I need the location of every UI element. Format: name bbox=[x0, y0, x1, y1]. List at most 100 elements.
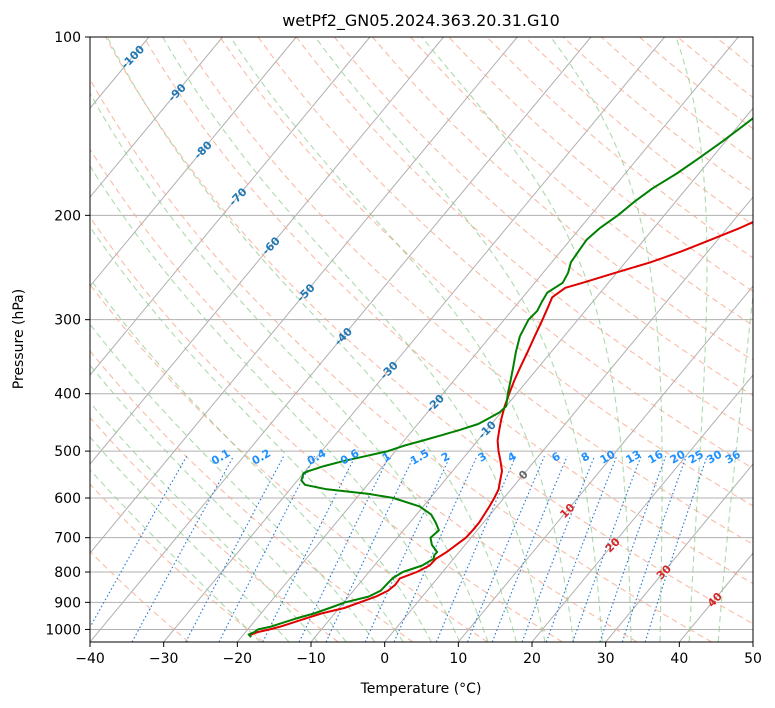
y-tick-label: 400 bbox=[54, 387, 81, 403]
dry-adiabat-line bbox=[90, 350, 414, 642]
mixing-ratio-line bbox=[298, 455, 390, 642]
dry-adiabat-line bbox=[486, 37, 753, 259]
isotherm-label: -80 bbox=[192, 138, 215, 161]
moist-adiabat-line bbox=[90, 92, 489, 642]
moist-adiabat-line bbox=[90, 277, 404, 642]
y-tick-label: 1000 bbox=[45, 622, 81, 638]
mixing-ratio-layer bbox=[90, 455, 708, 642]
mixing-ratio-line bbox=[466, 455, 545, 642]
plot-frame bbox=[89, 36, 754, 643]
isotherm-line bbox=[0, 37, 2, 642]
axis-layer: −40 −30 −20 −10 0 10 20 30 40 5010020030040050060… bbox=[45, 30, 762, 667]
moist-adiabat-line bbox=[230, 37, 575, 642]
isotherm-line bbox=[90, 37, 297, 287]
mixing-ratio-line bbox=[90, 455, 188, 629]
dry-adiabat-line bbox=[90, 216, 563, 642]
y-tick-label: 100 bbox=[54, 30, 81, 46]
mixing-ratio-line bbox=[364, 455, 451, 642]
moist-adiabat-line bbox=[675, 37, 708, 642]
x-axis-label: Temperature (°C) bbox=[360, 681, 482, 697]
y-tick-label: 500 bbox=[54, 444, 81, 460]
moist-adiabat-line bbox=[90, 225, 432, 642]
dry-adiabat-line bbox=[90, 148, 638, 642]
x-tick-label: 20 bbox=[523, 651, 541, 667]
mixing-ratio-label: 1 bbox=[380, 450, 393, 465]
isotherm-label: -30 bbox=[378, 359, 401, 382]
mixing-ratio-label: 6 bbox=[549, 449, 562, 464]
y-tick-label: 900 bbox=[54, 595, 81, 611]
isotherm-line bbox=[236, 37, 739, 642]
mixing-ratio-line bbox=[521, 455, 596, 642]
mixing-ratio-label: 0.6 bbox=[338, 446, 362, 467]
x-tick-label: −10 bbox=[296, 651, 326, 667]
mixing-ratio-label: 4 bbox=[505, 449, 518, 464]
dewpoint-profile-line bbox=[247, 117, 753, 638]
moist-adiabat-line bbox=[421, 37, 632, 642]
moist-adiabat-line bbox=[90, 165, 461, 642]
mixing-ratio-label: 0.4 bbox=[305, 447, 329, 468]
isotherm-line bbox=[163, 37, 665, 642]
mixing-ratio-line bbox=[644, 456, 708, 642]
isotherm-line bbox=[90, 37, 592, 642]
moist-adiabat-line bbox=[314, 37, 603, 642]
dry-adiabat-line bbox=[715, 37, 753, 68]
isotherm-label: -20 bbox=[424, 392, 447, 415]
dry-adiabat-line bbox=[754, 37, 775, 642]
mixing-ratio-line bbox=[393, 455, 478, 642]
moist-adiabat-line bbox=[106, 37, 518, 642]
chart-title: wetPf2_GN05.2024.363.20.31.G10 bbox=[282, 11, 560, 31]
moist-adiabat-line bbox=[717, 290, 753, 642]
dry-adiabat-line bbox=[90, 78, 712, 642]
grid-layer bbox=[0, 37, 753, 642]
series-layer bbox=[247, 117, 753, 638]
x-tick-label: −30 bbox=[149, 651, 179, 667]
y-tick-label: 700 bbox=[54, 531, 81, 547]
x-tick-label: 40 bbox=[670, 651, 688, 667]
moist-adiabat-line bbox=[90, 436, 290, 642]
mixing-ratio-label: 2 bbox=[439, 450, 452, 465]
moist-adiabat-line bbox=[90, 323, 376, 642]
mixing-ratio-line bbox=[435, 455, 517, 642]
mixing-ratio-line bbox=[491, 455, 568, 642]
dry-adiabat-line bbox=[90, 550, 190, 642]
mixing-ratio-line bbox=[545, 456, 618, 642]
mixing-ratio-label: 25 bbox=[686, 448, 706, 467]
mixing-ratio-label: 1.5 bbox=[408, 447, 431, 468]
dry-adiabat-line bbox=[562, 37, 753, 193]
x-tick-label: −40 bbox=[75, 651, 105, 667]
mixing-ratio-line bbox=[185, 455, 285, 642]
mixing-ratio-label: 30 bbox=[705, 448, 725, 467]
mixing-ratio-line bbox=[621, 456, 687, 642]
moist-adiabat-line bbox=[90, 401, 319, 642]
x-tick-label: 50 bbox=[744, 651, 762, 667]
mixing-ratio-label: 10 bbox=[598, 448, 618, 467]
dry-adiabat-line bbox=[600, 37, 753, 161]
mixing-ratio-label: 0.1 bbox=[209, 447, 232, 468]
isotherm-label: -60 bbox=[260, 234, 283, 257]
dry-adiabat-line bbox=[105, 37, 753, 625]
dry-adiabat-line bbox=[295, 37, 753, 433]
dry-adiabat-line bbox=[181, 37, 753, 545]
y-tick-label: 300 bbox=[54, 313, 81, 329]
dry-adiabat-line bbox=[372, 37, 753, 361]
isotherm-line bbox=[90, 37, 223, 198]
mixing-ratio-line bbox=[599, 456, 667, 642]
mixing-ratio-line bbox=[325, 455, 415, 642]
x-tick-label: 10 bbox=[449, 651, 467, 667]
isotherm-label: -90 bbox=[166, 81, 189, 104]
isotherm-line bbox=[605, 463, 753, 642]
adiabat-layer bbox=[90, 37, 775, 642]
isotherm-label: -70 bbox=[226, 185, 249, 208]
x-tick-label: 30 bbox=[597, 651, 615, 667]
isotherm-line bbox=[90, 37, 518, 554]
moist-adiabat-line bbox=[550, 37, 663, 642]
isotherm-line bbox=[752, 641, 753, 642]
dry-adiabat-line bbox=[90, 283, 488, 642]
moist-adiabat-line bbox=[90, 364, 347, 642]
mixing-ratio-line bbox=[262, 455, 356, 642]
isotherm-line bbox=[90, 37, 371, 376]
mixing-ratio-label: 3 bbox=[476, 450, 489, 465]
isotherm-line bbox=[457, 285, 753, 642]
mixing-ratio-label: 13 bbox=[623, 448, 643, 467]
